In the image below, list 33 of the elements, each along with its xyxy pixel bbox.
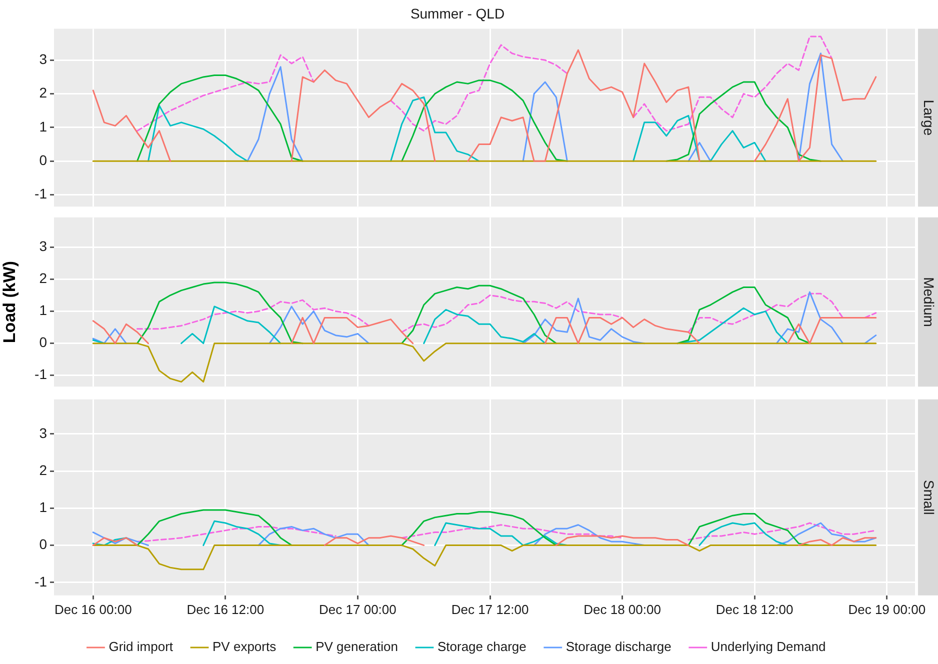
legend-label: Grid import (108, 639, 174, 654)
x-tick-label: Dec 18 12:00 (716, 602, 794, 617)
y-tick-label: 3 (39, 424, 48, 441)
chart-title: Summer - QLD (410, 5, 505, 22)
legend-label: Storage charge (437, 639, 526, 654)
legend-label: Underlying Demand (710, 639, 826, 654)
y-tick-label: -1 (34, 186, 48, 202)
legend-label: PV exports (212, 639, 277, 654)
y-tick-label: 1 (39, 302, 48, 318)
y-tick-label: 0 (39, 536, 48, 552)
y-tick-label: 2 (39, 84, 48, 101)
y-tick-label: 2 (39, 462, 48, 478)
y-tick-label: 1 (39, 499, 48, 516)
y-tick-label: 0 (39, 334, 48, 350)
x-tick-label: Dec 18 00:00 (584, 602, 661, 617)
x-tick-label: Dec 16 00:00 (54, 602, 132, 617)
y-tick-label: 2 (39, 270, 48, 286)
x-tick-label: Dec 17 00:00 (319, 602, 396, 617)
text: Small (921, 480, 938, 515)
x-tick-label: Dec 17 12:00 (451, 602, 529, 617)
y-tick-label: 3 (39, 238, 48, 254)
y-tick-label: 3 (39, 50, 48, 67)
y-tick-label: 1 (39, 118, 48, 134)
legend-label: PV generation (316, 639, 398, 654)
y-tick-label: 0 (39, 152, 48, 168)
y-axis-title: Load (kW) (0, 260, 19, 344)
x-tick-label: Dec 16 12:00 (186, 602, 264, 617)
y-tick-label: -1 (34, 366, 48, 382)
text: Large (921, 100, 938, 136)
x-tick-label: Dec 19 00:00 (848, 602, 926, 617)
legend-label: Storage discharge (566, 639, 672, 654)
y-tick-label: -1 (34, 573, 48, 590)
text: Medium (921, 277, 938, 327)
